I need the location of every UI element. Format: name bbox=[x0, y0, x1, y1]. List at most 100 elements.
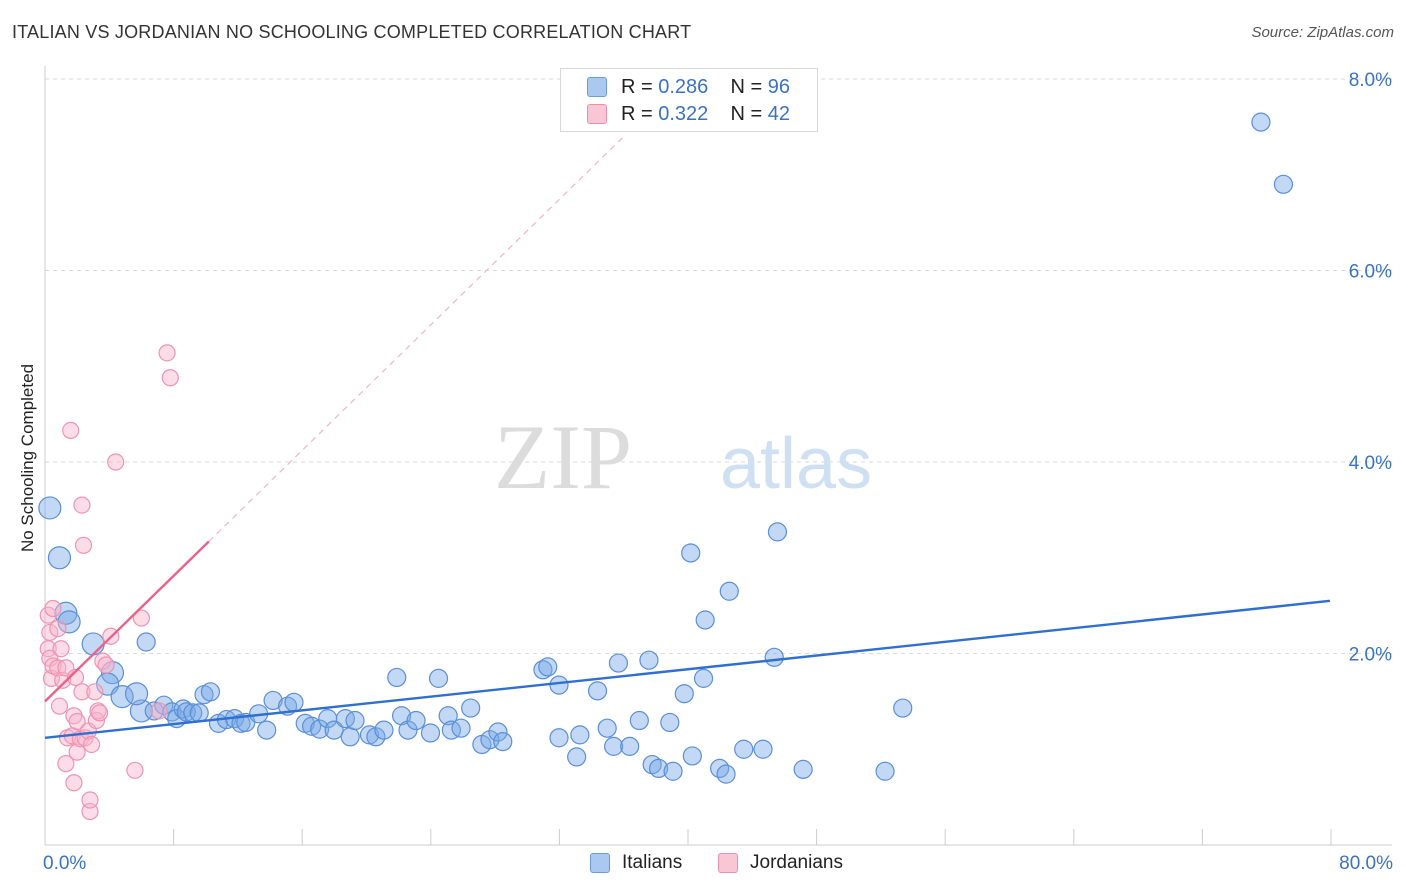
jordanians-point bbox=[62, 421, 80, 440]
italians-point bbox=[716, 764, 736, 784]
jordanians-point bbox=[44, 599, 62, 618]
italians-point bbox=[54, 601, 78, 625]
r-value: 0.286 bbox=[658, 75, 709, 98]
italians-trend-line bbox=[44, 599, 1331, 739]
italians-point bbox=[753, 739, 773, 759]
jordanians-point bbox=[57, 755, 75, 773]
italians-point bbox=[340, 727, 360, 747]
n-label: N = bbox=[730, 75, 763, 98]
italians-point bbox=[257, 720, 277, 740]
italians-point bbox=[587, 681, 608, 701]
jordanians-point bbox=[66, 668, 85, 687]
n-value: 96 bbox=[767, 75, 791, 98]
jordanians-point bbox=[73, 496, 91, 514]
italians-point bbox=[110, 684, 134, 709]
italians-point bbox=[81, 632, 105, 656]
italians-point bbox=[335, 709, 355, 729]
jordanians-point bbox=[91, 704, 109, 722]
italians-point bbox=[597, 718, 617, 738]
italians-point bbox=[374, 720, 394, 740]
jordanians-point bbox=[150, 702, 168, 720]
y-tick-label: 4.0% bbox=[1349, 453, 1392, 474]
italians-points bbox=[38, 112, 1294, 784]
italians-point bbox=[310, 719, 330, 739]
italians-point bbox=[648, 758, 669, 779]
correlation-legend: R = 0.286 N = 96 R = 0.322 N = 42 bbox=[560, 68, 818, 132]
legend-label: Italians bbox=[622, 852, 683, 873]
chart-title: ITALIAN VS JORDANIAN NO SCHOOLING COMPLE… bbox=[12, 22, 692, 42]
italians-point bbox=[1251, 112, 1271, 132]
italians-point bbox=[488, 722, 508, 742]
italians-point bbox=[173, 699, 193, 719]
gridlines bbox=[45, 78, 1392, 654]
italians-point bbox=[398, 720, 418, 740]
italians-point bbox=[549, 675, 569, 695]
italians-point bbox=[100, 661, 125, 685]
jordanians-point bbox=[65, 774, 83, 792]
italians-point bbox=[57, 610, 81, 634]
y-tick-label: 6.0% bbox=[1349, 262, 1392, 283]
italians-point bbox=[674, 684, 694, 704]
watermark: ZIP atlas bbox=[494, 406, 872, 508]
italians-point bbox=[663, 761, 683, 781]
italians-point bbox=[284, 692, 304, 712]
italians-point bbox=[608, 653, 629, 673]
italians-swatch bbox=[587, 77, 607, 97]
x-tick-label: 0.0% bbox=[43, 853, 86, 874]
italians-point bbox=[1273, 174, 1294, 194]
n-label: N = bbox=[730, 102, 763, 125]
italians-point bbox=[660, 712, 680, 733]
italians-point bbox=[406, 710, 426, 731]
italians-point bbox=[451, 718, 471, 738]
jordanians-trend-line bbox=[44, 540, 210, 703]
jordanians-point bbox=[86, 683, 104, 701]
n-value: 42 bbox=[767, 102, 791, 125]
italians-point bbox=[345, 710, 365, 731]
tick-labels: 2.0% 4.0% 6.0% 8.0% 0.0% 80.0% bbox=[43, 70, 1393, 874]
italians-point bbox=[767, 522, 788, 542]
italians-point bbox=[263, 690, 283, 711]
r-value: 0.322 bbox=[658, 102, 709, 125]
italians-point bbox=[875, 761, 895, 781]
jordanians-point bbox=[68, 712, 86, 731]
jordanians-point bbox=[81, 791, 99, 809]
jordanians-swatch bbox=[718, 853, 738, 873]
jordanians-point bbox=[97, 656, 115, 674]
jordanians-point bbox=[107, 453, 125, 471]
jordanians-points bbox=[39, 344, 179, 821]
watermark-zip: ZIP bbox=[494, 406, 632, 508]
jordanians-point bbox=[68, 743, 86, 761]
italians-swatch bbox=[590, 853, 610, 873]
jordanians-point bbox=[74, 536, 93, 554]
jordanians-swatch bbox=[587, 104, 607, 124]
italians-point bbox=[124, 682, 149, 706]
series-legend: Italians Jordanians bbox=[0, 852, 1406, 878]
jordanians-point bbox=[132, 609, 150, 627]
jordanians-point bbox=[161, 369, 179, 387]
italians-point bbox=[695, 610, 715, 630]
y-tick-label: 8.0% bbox=[1349, 70, 1392, 91]
source-label: Source: ZipAtlas.com bbox=[1251, 24, 1394, 41]
italians-point bbox=[604, 736, 624, 756]
jordanians-point bbox=[52, 640, 70, 658]
jordanians-point bbox=[73, 683, 91, 701]
italians-point bbox=[461, 698, 481, 718]
italians-point bbox=[38, 496, 62, 520]
italians-point bbox=[189, 703, 209, 723]
italians-point bbox=[682, 746, 702, 766]
italians-point bbox=[681, 543, 701, 563]
legend-label: Jordanians bbox=[750, 852, 843, 873]
italians-point bbox=[538, 657, 558, 677]
italians-point bbox=[734, 739, 754, 759]
italians-point bbox=[493, 731, 513, 752]
italians-point bbox=[719, 581, 739, 601]
italians-point bbox=[693, 668, 714, 688]
jordanians-trend-extension bbox=[208, 136, 624, 542]
italians-point bbox=[639, 650, 659, 670]
italians-point bbox=[324, 720, 344, 740]
italians-point bbox=[764, 647, 784, 667]
italians-point bbox=[629, 710, 649, 731]
italians-point bbox=[570, 725, 590, 745]
jordanians-point bbox=[50, 697, 69, 715]
italians-point bbox=[428, 668, 449, 688]
